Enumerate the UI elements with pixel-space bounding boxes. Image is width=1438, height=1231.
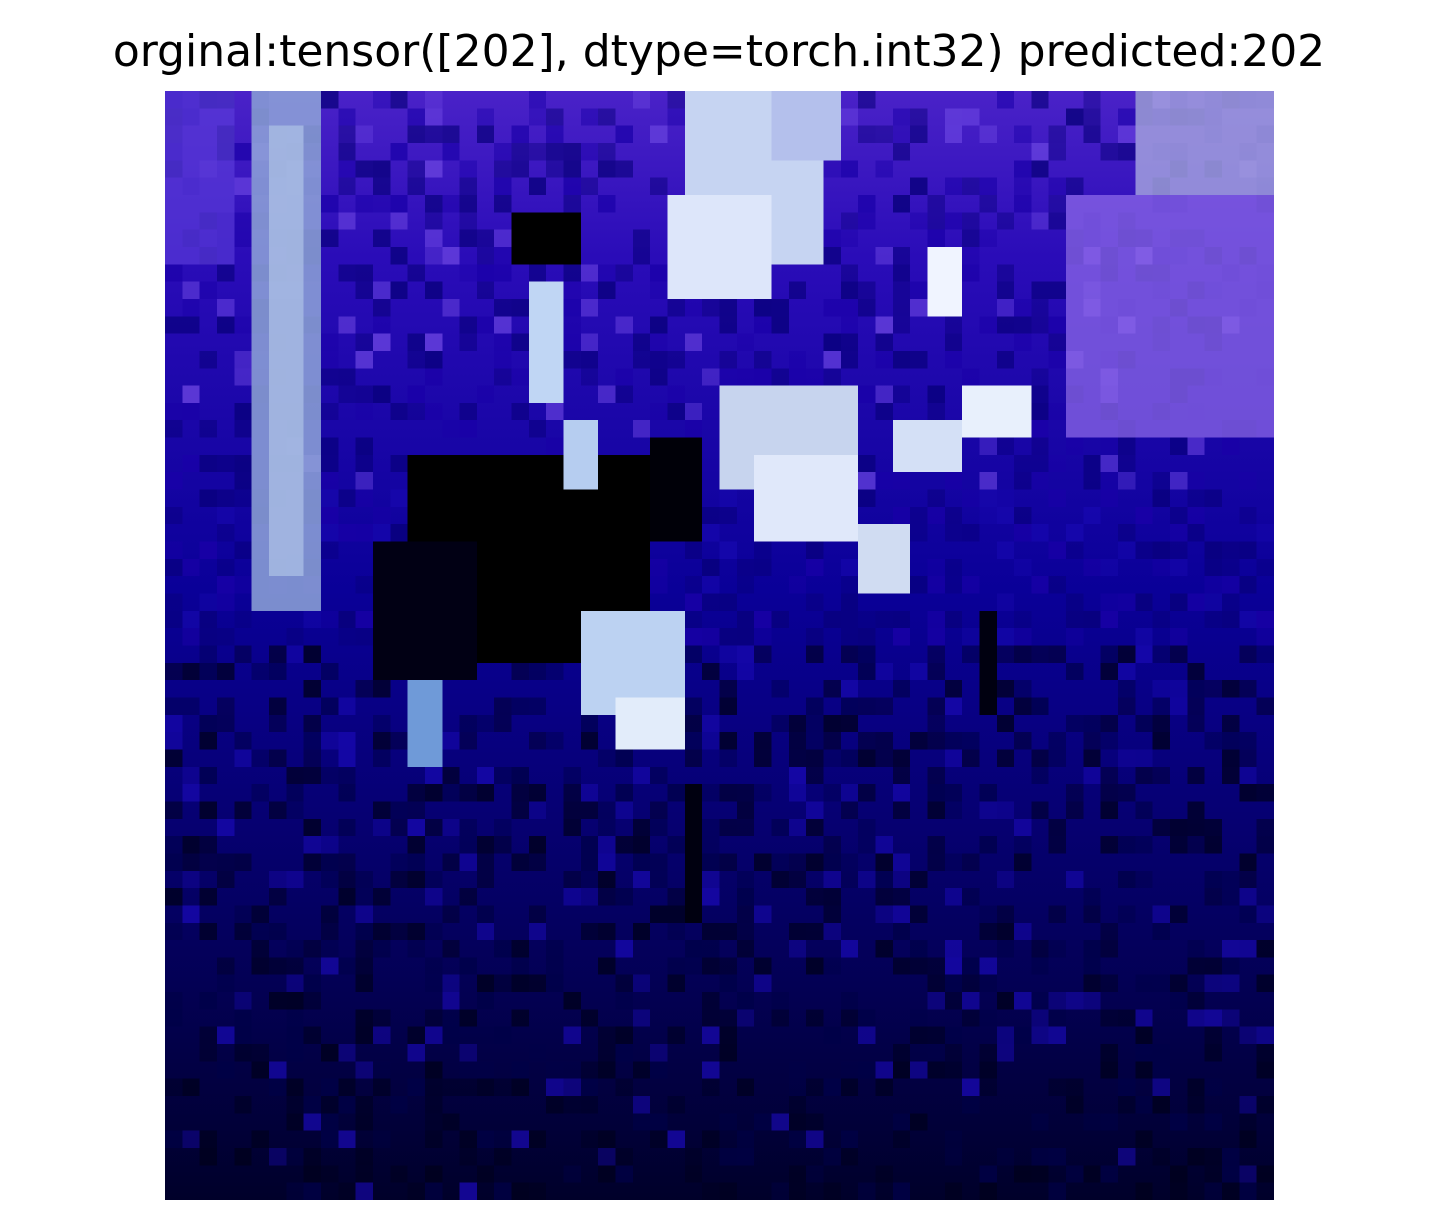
- figure-title: orginal:tensor([202], dtype=torch.int32)…: [112, 26, 1326, 77]
- image-shapes: [165, 91, 1274, 923]
- image-canvas: [165, 91, 1274, 1200]
- pixelated-image: [165, 91, 1274, 1200]
